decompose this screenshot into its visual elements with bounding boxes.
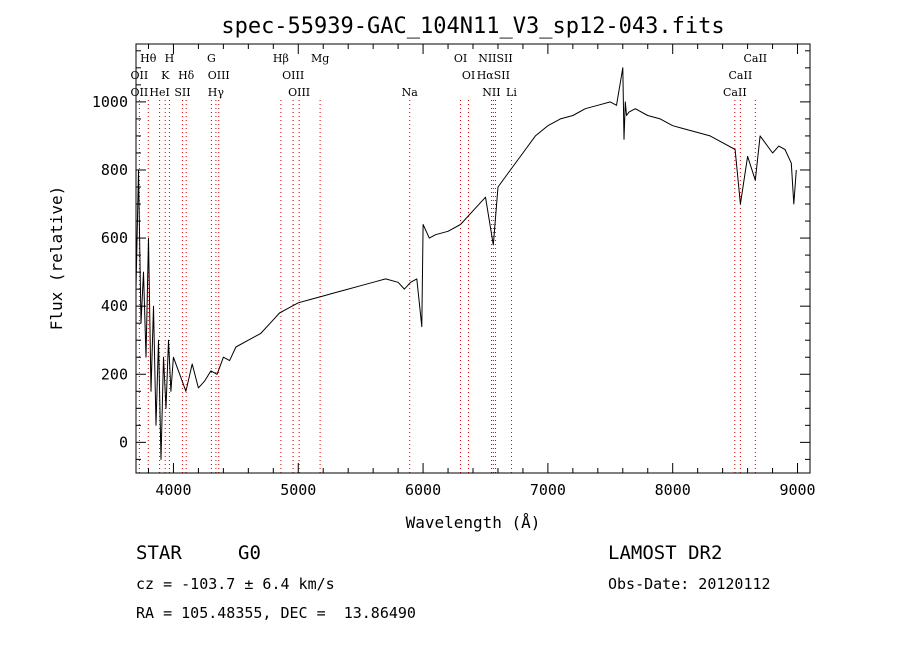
x-tick-label: 9000 bbox=[779, 481, 815, 499]
line-label: OII bbox=[131, 69, 149, 82]
line-label: HαSII bbox=[477, 69, 510, 82]
line-label: Mg bbox=[311, 52, 329, 65]
x-axis-label: Wavelength (Å) bbox=[406, 513, 541, 532]
redshift-value: cz = -103.7 ± 6.4 km/s bbox=[136, 575, 335, 593]
object-class: STAR bbox=[136, 542, 182, 564]
line-label: Hβ bbox=[273, 52, 289, 65]
coordinates: RA = 105.48355, DEC = 13.86490 bbox=[136, 604, 416, 622]
line-label: OII bbox=[131, 86, 149, 99]
line-label: CaII bbox=[723, 86, 747, 99]
axis-ticks: 4000 5000 6000 7000 8000 9000 0 200 400 600 800 100… bbox=[92, 44, 816, 499]
line-label: NII bbox=[482, 86, 500, 99]
line-label: Hγ bbox=[208, 86, 225, 99]
line-label: SII bbox=[174, 86, 190, 99]
subclass: G0 bbox=[238, 542, 261, 564]
line-label: CaII bbox=[729, 69, 753, 82]
line-label: OIII bbox=[288, 86, 310, 99]
line-label: Na bbox=[402, 86, 419, 99]
y-tick-label: 200 bbox=[101, 365, 128, 383]
line-label: OI bbox=[462, 69, 475, 82]
observation-date: Obs-Date: 20120112 bbox=[608, 575, 771, 593]
spectrum-line bbox=[135, 67, 797, 460]
line-label: CaII bbox=[743, 52, 767, 65]
chart-title: spec-55939-GAC_104N11_V3_sp12-043.fits bbox=[221, 14, 724, 39]
y-tick-label: 1000 bbox=[92, 93, 128, 111]
y-axis-label: Flux (relative) bbox=[47, 186, 66, 331]
line-label: OIII bbox=[208, 69, 230, 82]
line-label: K bbox=[161, 69, 170, 82]
line-label: OIII bbox=[282, 69, 304, 82]
x-tick-label: 6000 bbox=[405, 481, 441, 499]
y-tick-label: 400 bbox=[101, 297, 128, 315]
line-label: OI bbox=[454, 52, 467, 65]
line-label: G bbox=[207, 52, 216, 65]
line-label: NIISII bbox=[478, 52, 513, 65]
y-tick-label: 800 bbox=[101, 161, 128, 179]
line-label: HeI bbox=[149, 86, 169, 99]
x-tick-label: 5000 bbox=[280, 481, 316, 499]
line-label: Hδ bbox=[178, 69, 195, 82]
line-label: Hθ bbox=[140, 52, 157, 65]
y-tick-label: 600 bbox=[101, 229, 128, 247]
survey-name: LAMOST DR2 bbox=[608, 542, 723, 564]
x-tick-label: 7000 bbox=[530, 481, 566, 499]
line-label: Li bbox=[506, 86, 517, 99]
line-label: H bbox=[165, 52, 175, 65]
x-tick-label: 4000 bbox=[155, 481, 191, 499]
x-tick-label: 8000 bbox=[655, 481, 691, 499]
y-tick-label: 0 bbox=[119, 433, 128, 451]
